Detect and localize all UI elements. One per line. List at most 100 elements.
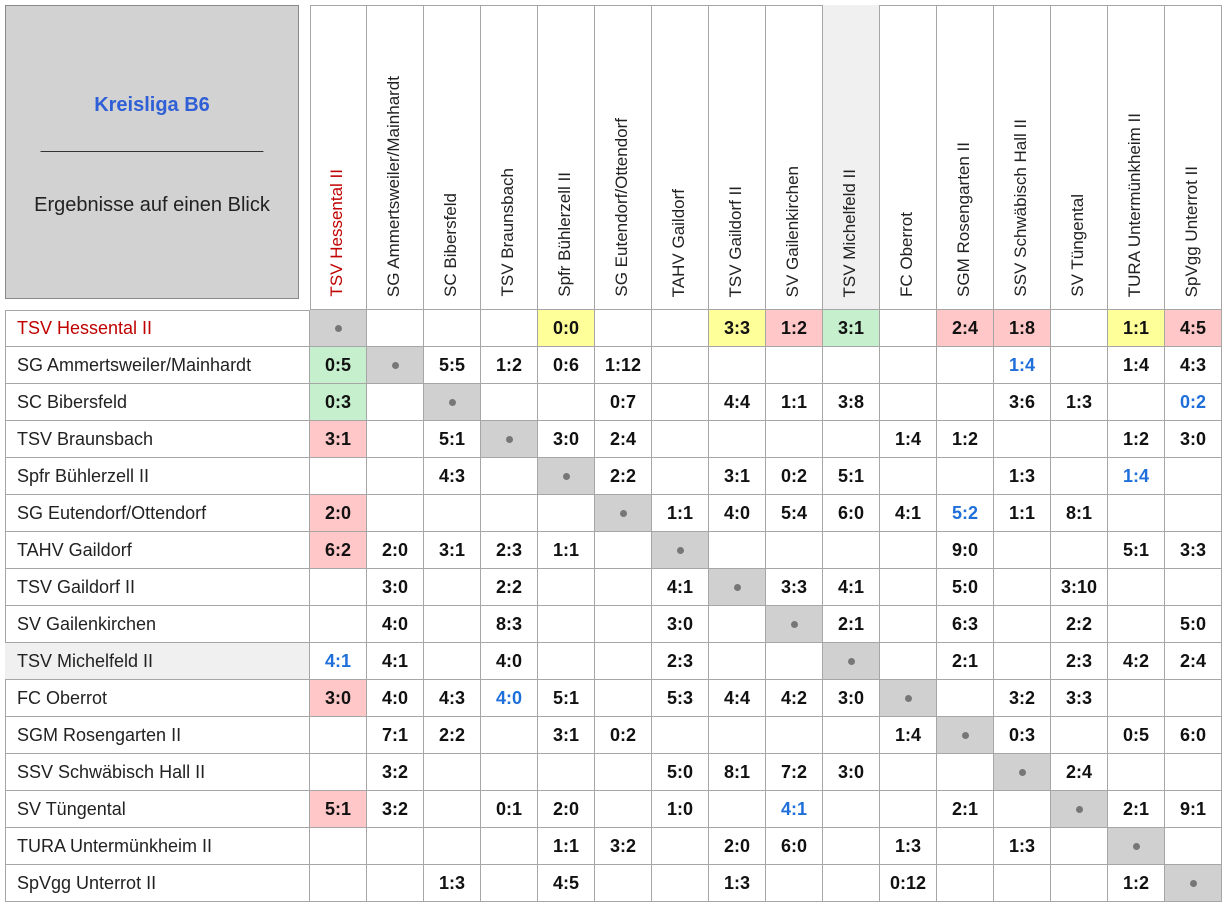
- score-cell: 2:2: [424, 717, 481, 754]
- column-label: TSV Gaildorf II: [726, 185, 745, 297]
- empty-cell: [994, 791, 1051, 828]
- empty-cell: [994, 532, 1051, 569]
- score-cell: 0:2: [595, 717, 652, 754]
- score-cell: 4:0: [481, 680, 538, 717]
- row-label: SpVgg Unterrot II: [5, 865, 310, 902]
- empty-cell: [1165, 458, 1222, 495]
- diagonal-cell: [424, 384, 481, 421]
- empty-cell: [367, 458, 424, 495]
- column-header: TSV Braunsbach: [481, 5, 538, 310]
- score-cell: 2:1: [823, 606, 880, 643]
- empty-cell: [709, 606, 766, 643]
- diagonal-dot: [1133, 843, 1140, 850]
- column-header: Spfr Bühlerzell II: [538, 5, 595, 310]
- column-label: SV Tüngental: [1068, 194, 1087, 297]
- score-cell: 3:3: [1165, 532, 1222, 569]
- empty-cell: [937, 754, 994, 791]
- row-label: TSV Gaildorf II: [5, 569, 310, 606]
- score-cell: 2:2: [481, 569, 538, 606]
- score-cell: 2:4: [595, 421, 652, 458]
- empty-cell: [367, 828, 424, 865]
- empty-cell: [310, 569, 367, 606]
- empty-cell: [1051, 458, 1108, 495]
- score-cell: 3:8: [823, 384, 880, 421]
- score-cell: 7:1: [367, 717, 424, 754]
- score-cell: 2:3: [1051, 643, 1108, 680]
- empty-cell: [1165, 754, 1222, 791]
- score-cell: 1:1: [538, 828, 595, 865]
- diagonal-dot: [1019, 769, 1026, 776]
- empty-cell: [1108, 384, 1165, 421]
- empty-cell: [880, 458, 937, 495]
- empty-cell: [1051, 532, 1108, 569]
- score-cell: 1:2: [481, 347, 538, 384]
- column-label: SC Bibersfeld: [441, 193, 460, 297]
- empty-cell: [538, 384, 595, 421]
- score-cell: 4:3: [424, 458, 481, 495]
- score-cell: 2:1: [937, 791, 994, 828]
- score-cell: 3:1: [823, 310, 880, 347]
- score-cell: 1:4: [1108, 347, 1165, 384]
- score-cell: 3:2: [994, 680, 1051, 717]
- empty-cell: [595, 865, 652, 902]
- subtitle: Ergebnisse auf einen Blick: [34, 194, 270, 216]
- score-cell: 4:0: [481, 643, 538, 680]
- empty-cell: [424, 754, 481, 791]
- score-cell: 2:0: [310, 495, 367, 532]
- diagonal-dot: [335, 325, 342, 332]
- column-label: TURA Untermünkheim II: [1125, 112, 1144, 297]
- score-cell: 1:1: [538, 532, 595, 569]
- score-cell: 2:0: [538, 791, 595, 828]
- score-cell: 1:3: [709, 865, 766, 902]
- row-label: Spfr Bühlerzell II: [5, 458, 310, 495]
- score-cell: 2:1: [937, 643, 994, 680]
- empty-cell: [937, 680, 994, 717]
- score-cell: 8:1: [1051, 495, 1108, 532]
- score-cell: 8:3: [481, 606, 538, 643]
- empty-cell: [766, 717, 823, 754]
- score-cell: 5:0: [1165, 606, 1222, 643]
- diagonal-dot: [1190, 880, 1197, 887]
- empty-cell: [481, 458, 538, 495]
- column-label: SG Eutendorf/Ottendorf: [612, 118, 631, 297]
- score-cell: 3:1: [424, 532, 481, 569]
- score-cell: 3:0: [367, 569, 424, 606]
- diagonal-dot: [392, 362, 399, 369]
- empty-cell: [880, 606, 937, 643]
- score-cell: 0:1: [481, 791, 538, 828]
- empty-cell: [823, 532, 880, 569]
- diagonal-dot: [791, 621, 798, 628]
- score-cell: 4:2: [1108, 643, 1165, 680]
- diagonal-dot: [1076, 806, 1083, 813]
- empty-cell: [994, 569, 1051, 606]
- score-cell: 3:2: [367, 754, 424, 791]
- diagonal-cell: [709, 569, 766, 606]
- column-label: TSV Braunsbach: [498, 168, 517, 297]
- empty-cell: [595, 680, 652, 717]
- score-cell: 1:3: [880, 828, 937, 865]
- diagonal-dot: [677, 547, 684, 554]
- score-cell: 6:2: [310, 532, 367, 569]
- diagonal-cell: [538, 458, 595, 495]
- row-label: SG Ammertsweiler/Mainhardt: [5, 347, 310, 384]
- empty-cell: [937, 865, 994, 902]
- score-cell: 1:1: [1108, 310, 1165, 347]
- score-cell: 1:4: [880, 421, 937, 458]
- empty-cell: [1051, 865, 1108, 902]
- column-header: SpVgg Unterrot II: [1165, 5, 1222, 310]
- score-cell: 4:1: [367, 643, 424, 680]
- score-cell: 3:2: [367, 791, 424, 828]
- diagonal-dot: [905, 695, 912, 702]
- score-cell: 3:0: [652, 606, 709, 643]
- empty-cell: [709, 791, 766, 828]
- score-cell: 3:6: [994, 384, 1051, 421]
- diagonal-cell: [1108, 828, 1165, 865]
- empty-cell: [310, 717, 367, 754]
- empty-cell: [709, 643, 766, 680]
- empty-cell: [766, 421, 823, 458]
- score-cell: 3:0: [538, 421, 595, 458]
- score-cell: 2:4: [1051, 754, 1108, 791]
- score-cell: 4:0: [367, 680, 424, 717]
- column-header: SG Ammertsweiler/Mainhardt: [367, 5, 424, 310]
- score-cell: 3:1: [538, 717, 595, 754]
